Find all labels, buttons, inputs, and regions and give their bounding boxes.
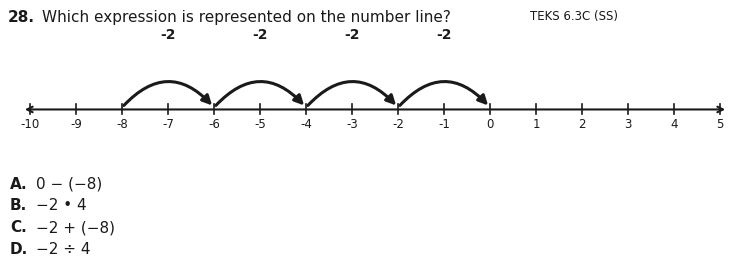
Text: A.: A. — [10, 177, 27, 192]
Text: B.: B. — [10, 199, 27, 214]
Text: -4: -4 — [300, 118, 312, 132]
Text: -2: -2 — [161, 28, 176, 42]
Text: 5: 5 — [716, 118, 724, 132]
Text: TEKS 6.3C (SS): TEKS 6.3C (SS) — [530, 10, 618, 23]
Text: -8: -8 — [116, 118, 128, 132]
Text: Which expression is represented on the number line?: Which expression is represented on the n… — [42, 10, 451, 25]
Text: -2: -2 — [252, 28, 268, 42]
Text: -3: -3 — [346, 118, 358, 132]
Text: 0 − (−8): 0 − (−8) — [36, 177, 102, 192]
Text: -10: -10 — [21, 118, 40, 132]
Text: -9: -9 — [70, 118, 82, 132]
Text: −2 + (−8): −2 + (−8) — [36, 220, 115, 235]
Text: -7: -7 — [162, 118, 174, 132]
Text: -2: -2 — [344, 28, 360, 42]
Text: D.: D. — [10, 242, 28, 257]
Text: 0: 0 — [486, 118, 494, 132]
Text: 4: 4 — [670, 118, 678, 132]
Text: -2: -2 — [437, 28, 451, 42]
Text: −2 • 4: −2 • 4 — [36, 199, 87, 214]
Text: -5: -5 — [254, 118, 266, 132]
Text: 3: 3 — [625, 118, 632, 132]
Text: -6: -6 — [208, 118, 220, 132]
Text: 2: 2 — [578, 118, 586, 132]
Text: −2 ÷ 4: −2 ÷ 4 — [36, 242, 90, 257]
Text: 1: 1 — [532, 118, 539, 132]
Text: 28.: 28. — [8, 10, 35, 25]
Text: -1: -1 — [438, 118, 450, 132]
Text: C.: C. — [10, 220, 27, 235]
Text: -2: -2 — [392, 118, 404, 132]
